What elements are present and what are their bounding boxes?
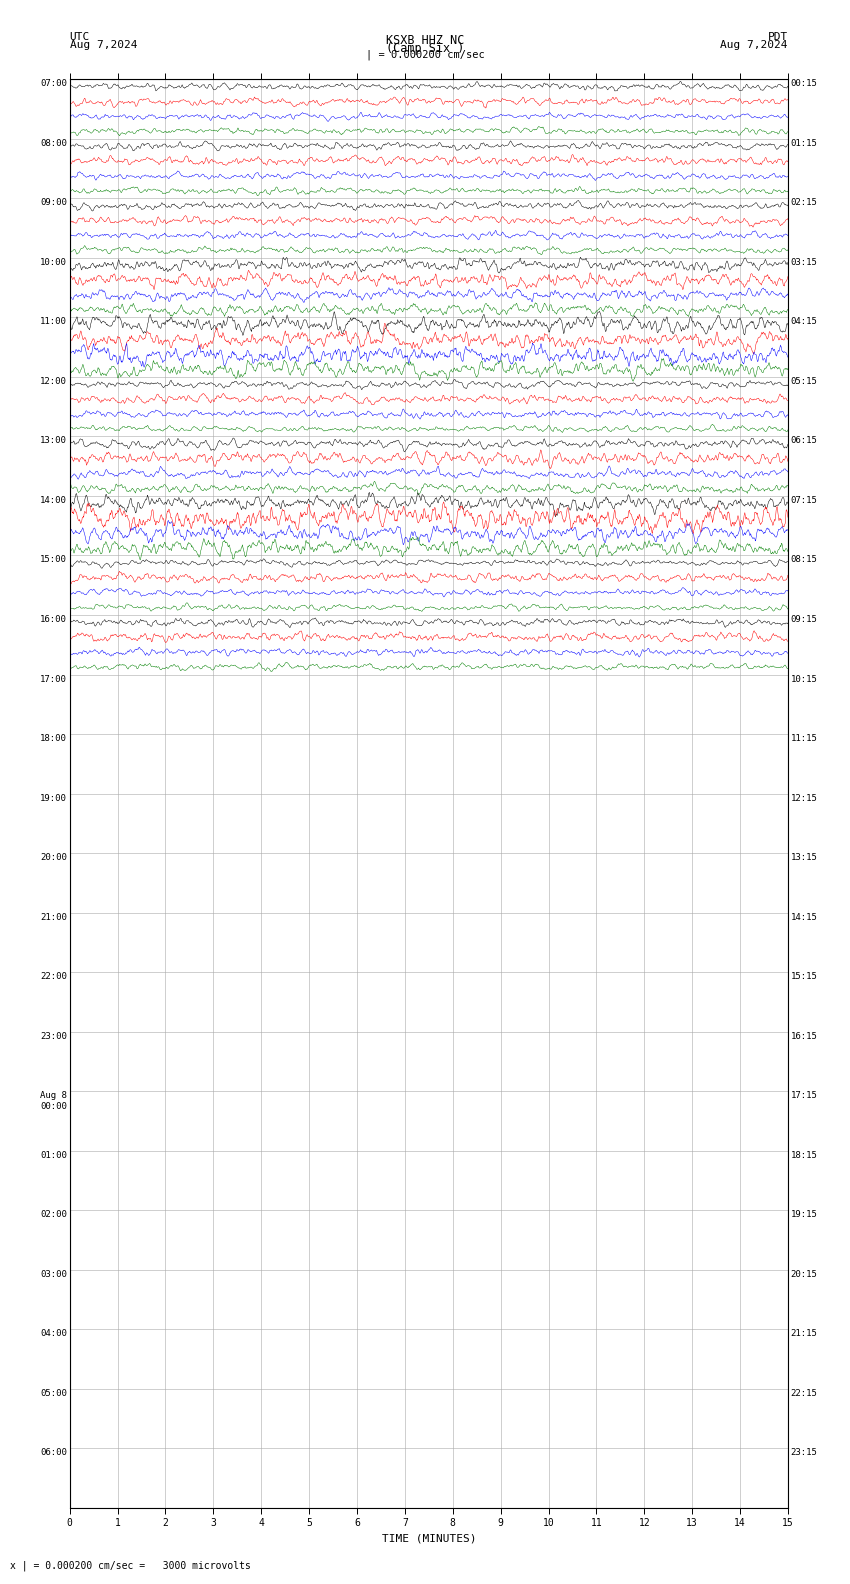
Text: | = 0.000200 cm/sec: | = 0.000200 cm/sec — [366, 49, 484, 60]
X-axis label: TIME (MINUTES): TIME (MINUTES) — [382, 1533, 476, 1544]
Text: (Camp Six ): (Camp Six ) — [386, 41, 464, 55]
Text: UTC: UTC — [70, 32, 90, 43]
Text: Aug 7,2024: Aug 7,2024 — [721, 40, 788, 51]
Text: PDT: PDT — [768, 32, 788, 43]
Text: KSXB HHZ NC: KSXB HHZ NC — [386, 33, 464, 48]
Text: x | = 0.000200 cm/sec =   3000 microvolts: x | = 0.000200 cm/sec = 3000 microvolts — [10, 1560, 251, 1571]
Text: Aug 7,2024: Aug 7,2024 — [70, 40, 137, 51]
